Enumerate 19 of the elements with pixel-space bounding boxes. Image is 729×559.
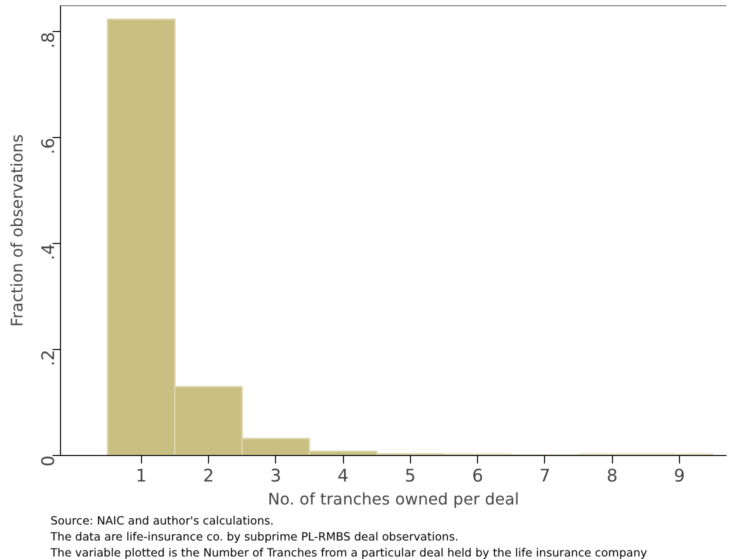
- x-tick-label: 9: [674, 466, 685, 486]
- x-tick-label: 4: [338, 466, 349, 486]
- y-tick-label: .8: [39, 32, 59, 49]
- x-tick-label: 6: [472, 466, 484, 486]
- y-tick-label: .4: [39, 244, 59, 260]
- x-tick-label: 2: [202, 466, 214, 486]
- y-tick-label: .6: [39, 138, 59, 154]
- source-note: Source: NAIC and author's calculations.: [50, 514, 274, 528]
- x-tick-label: 8: [606, 466, 618, 486]
- x-axis-title: No. of tranches owned per deal: [268, 490, 520, 508]
- x-tick-label: 1: [136, 466, 147, 486]
- x-tick-label: 5: [404, 466, 416, 486]
- x-tick-label: 7: [539, 466, 550, 486]
- text: The variable plotted is the Number of Tranches from a particular deal held by the life insurance company: [50, 546, 648, 559]
- y-tick-label: .2: [39, 350, 59, 366]
- y-axis-title: Fraction of observations: [8, 134, 26, 327]
- text: The data are life-insurance co. by subprime PL-RMBS deal observations.: [50, 530, 458, 544]
- x-tick-label: 3: [270, 466, 282, 486]
- y-tick-label: 0: [39, 455, 59, 467]
